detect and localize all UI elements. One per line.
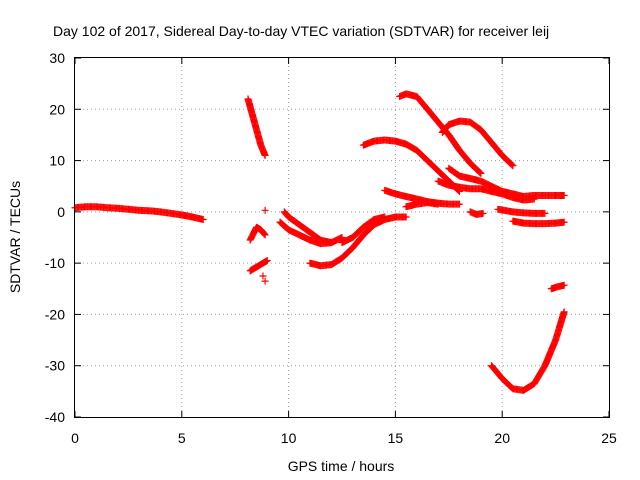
data-point [261,277,269,285]
series-arc-19 [488,308,568,394]
data-point [199,216,207,224]
x-tick-label: 5 [178,430,186,446]
series-arc-3 [246,223,269,244]
data-point [261,151,269,159]
y-tick-label: -30 [45,358,65,374]
y-tick-label: 10 [49,153,65,169]
series-stray [259,206,269,285]
series-arc-2 [244,95,269,159]
data-point [455,200,463,208]
x-axis-label: GPS time / hours [288,458,395,474]
data-point [560,281,568,289]
data-point [475,168,483,176]
x-tick-label: 15 [388,430,404,446]
axis-ticks: 0 5 10 15 20 25 -40 -30 -20 -10 0 10 20 30 [45,50,617,446]
series-arc-1 [71,203,207,224]
y-tick-label: -20 [45,306,65,322]
series-arc-16 [466,208,487,218]
series-arc-20 [547,281,568,293]
data-point [479,209,487,217]
data-points [71,90,568,394]
data-point [261,206,269,214]
data-point [381,213,389,221]
series-arc-6 [280,208,346,247]
data-point [541,209,549,217]
data-point [560,308,568,316]
series-arc-10 [396,90,485,177]
data-point [259,272,267,280]
series-arc-11 [438,117,517,170]
y-tick-label: 30 [49,50,65,66]
series-arc-13 [402,199,442,211]
x-tick-label: 10 [281,430,297,446]
y-axis-label: SDTVAR / TECUs [7,181,23,293]
data-point [508,161,516,169]
y-tick-label: 0 [57,204,65,220]
series-arc-7 [306,213,410,270]
data-point [476,169,484,177]
data-point [263,257,271,265]
x-tick-label: 20 [494,430,510,446]
x-tick-label: 0 [71,430,79,446]
series-arc-4 [246,257,271,275]
y-tick-label: -10 [45,255,65,271]
series-arc-17 [494,205,549,217]
data-point [560,191,568,199]
y-tick-label: 20 [49,101,65,117]
data-point [260,230,268,238]
data-point [477,169,485,177]
series-arc-15 [445,164,568,200]
data-point [507,160,515,168]
series-arc-8 [338,213,389,247]
data-point [402,213,410,221]
series-arc-18 [509,217,568,228]
data-point [261,231,269,239]
plot-frame [74,57,610,418]
data-point [260,229,268,237]
data-point [560,218,568,226]
data-point [509,162,517,170]
chart-title: Day 102 of 2017, Sidereal Day-to-day VTE… [53,23,549,39]
x-tick-label: 25 [601,430,617,446]
data-point [434,200,442,208]
y-tick-label: -40 [45,409,65,425]
